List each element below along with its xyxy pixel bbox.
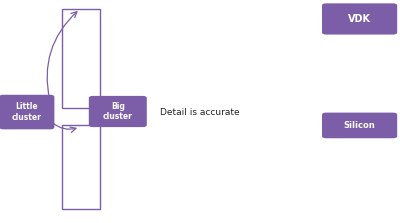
Bar xyxy=(237,205,239,209)
Bar xyxy=(170,76,176,184)
Bar xyxy=(110,185,112,209)
Bar xyxy=(76,71,81,184)
Text: Little
cluster: Little cluster xyxy=(12,102,42,122)
Bar xyxy=(246,202,248,209)
Bar xyxy=(307,197,309,209)
Bar xyxy=(232,201,234,209)
Bar xyxy=(185,91,190,184)
Bar xyxy=(296,204,298,209)
Bar xyxy=(285,205,287,209)
Bar xyxy=(136,55,141,184)
Bar xyxy=(276,201,278,209)
Bar xyxy=(197,205,200,209)
Text: Silicon: Silicon xyxy=(344,121,376,130)
Bar xyxy=(134,204,136,209)
Bar xyxy=(110,79,116,184)
Bar xyxy=(236,39,241,184)
Legend: ARM(s), ARM(s)2, a, b, c, d: ARM(s), ARM(s)2, a, b, c, d xyxy=(305,126,322,155)
Bar xyxy=(128,205,130,209)
Bar xyxy=(265,103,270,184)
Bar xyxy=(250,201,252,209)
Bar xyxy=(248,160,250,209)
Bar xyxy=(70,185,73,209)
Bar xyxy=(132,202,134,209)
Bar xyxy=(226,201,228,209)
Bar xyxy=(268,160,270,209)
Bar xyxy=(252,202,254,209)
Bar xyxy=(96,55,101,184)
Bar xyxy=(97,194,99,209)
Legend: Computation 1, Computation 2, Comput 3: Computation 1, Computation 2, Comput 3 xyxy=(295,10,322,25)
Bar xyxy=(130,160,132,209)
Bar xyxy=(256,205,258,209)
Bar xyxy=(150,87,156,184)
Bar xyxy=(77,201,79,209)
Bar xyxy=(169,185,171,209)
Bar xyxy=(195,200,197,209)
Bar xyxy=(62,125,100,209)
Bar xyxy=(287,197,289,209)
Bar xyxy=(206,198,208,209)
Bar xyxy=(210,197,213,209)
Bar xyxy=(158,205,160,209)
Bar xyxy=(105,95,110,184)
Bar xyxy=(85,103,90,184)
FancyBboxPatch shape xyxy=(322,113,397,138)
Bar xyxy=(296,63,301,184)
Bar xyxy=(165,103,170,184)
Bar xyxy=(230,76,236,184)
Bar xyxy=(94,196,97,209)
Bar xyxy=(75,202,77,209)
Bar xyxy=(92,200,94,209)
Bar xyxy=(234,198,237,209)
Bar xyxy=(316,202,318,209)
Bar xyxy=(215,194,217,209)
Bar xyxy=(173,202,176,209)
Bar xyxy=(156,71,161,184)
Bar xyxy=(310,95,316,184)
Bar xyxy=(154,202,156,209)
Bar xyxy=(313,205,316,209)
Bar xyxy=(114,204,116,209)
Bar xyxy=(152,201,154,209)
Bar xyxy=(285,103,290,184)
Bar xyxy=(171,201,173,209)
Bar xyxy=(225,103,230,184)
Bar xyxy=(276,51,281,184)
Bar xyxy=(178,205,180,209)
Bar xyxy=(305,206,307,209)
Bar xyxy=(196,31,201,184)
FancyBboxPatch shape xyxy=(89,96,147,127)
Bar xyxy=(256,55,261,184)
Bar xyxy=(189,167,191,209)
Bar xyxy=(176,201,178,209)
Bar xyxy=(62,9,100,108)
Bar xyxy=(270,87,276,184)
Bar xyxy=(265,205,268,209)
Bar xyxy=(316,79,321,184)
Bar xyxy=(112,202,114,209)
Bar xyxy=(149,172,152,209)
Bar xyxy=(186,200,189,209)
Bar xyxy=(88,201,90,209)
Bar xyxy=(176,47,181,184)
Bar xyxy=(130,72,136,184)
Text: Detail is accurate: Detail is accurate xyxy=(160,108,240,117)
Bar xyxy=(254,200,256,209)
Bar xyxy=(108,205,110,209)
Bar xyxy=(250,95,256,184)
Bar xyxy=(193,202,195,209)
Bar xyxy=(147,204,149,209)
Bar xyxy=(90,87,96,184)
Bar xyxy=(116,47,121,184)
Bar xyxy=(289,204,292,209)
Bar xyxy=(118,205,121,209)
Text: Big
cluster: Big cluster xyxy=(103,102,133,121)
Bar xyxy=(245,103,250,184)
Bar xyxy=(216,15,221,184)
Bar xyxy=(79,205,81,209)
FancyBboxPatch shape xyxy=(322,3,397,35)
Bar xyxy=(311,206,313,209)
Bar xyxy=(217,204,219,209)
